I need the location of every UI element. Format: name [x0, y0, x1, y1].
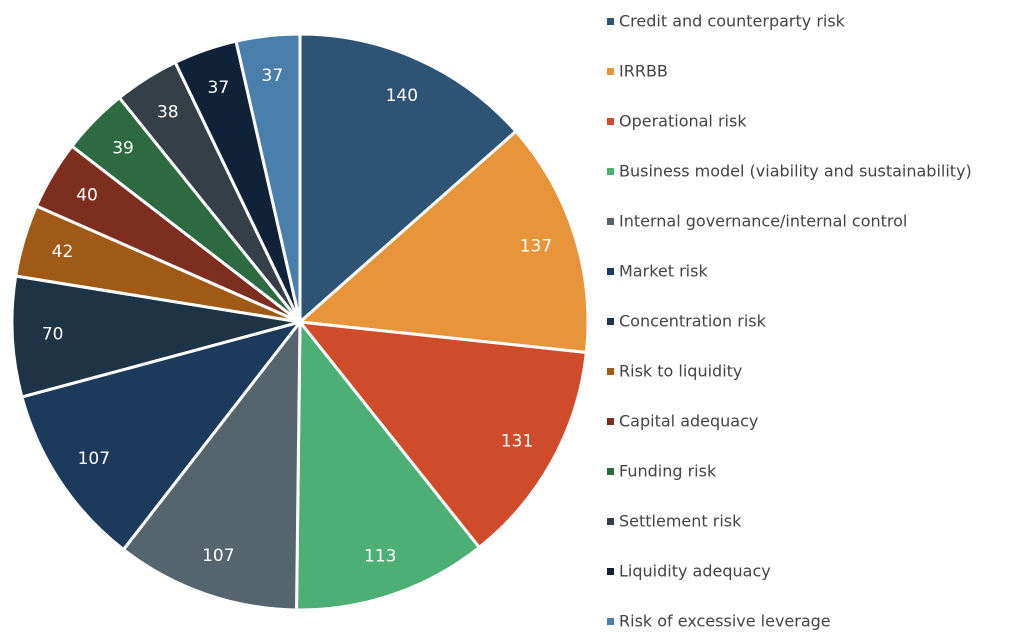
- data-label: 131: [501, 431, 533, 451]
- pie-slice: [234, 32, 302, 323]
- legend-label: Risk of excessive leverage: [619, 612, 831, 631]
- legend-label: Funding risk: [619, 462, 717, 481]
- legend-swatch: [607, 118, 614, 125]
- legend-swatch: [607, 268, 614, 275]
- data-label: 40: [76, 186, 98, 206]
- pie-slice: [10, 274, 301, 399]
- pie-slice: [296, 129, 590, 355]
- data-label: 70: [42, 325, 64, 345]
- pie-slice: [294, 317, 482, 612]
- data-label: 113: [364, 546, 396, 566]
- legend-label: Credit and counterparty risk: [619, 12, 846, 31]
- pie-slice: [298, 32, 518, 326]
- legend-swatch: [607, 168, 614, 175]
- legend-swatch: [607, 568, 614, 575]
- data-label: 38: [157, 103, 179, 123]
- legend-swatch: [607, 468, 614, 475]
- data-label: 107: [202, 546, 234, 566]
- legend-label: Settlement risk: [619, 512, 742, 531]
- data-label: 137: [520, 237, 552, 257]
- legend-label: IRRBB: [619, 62, 668, 81]
- legend-label: Concentration risk: [619, 312, 767, 331]
- data-label: 37: [262, 66, 284, 86]
- legend-swatch: [607, 418, 614, 425]
- legend-swatch: [607, 318, 614, 325]
- data-label: 37: [208, 78, 230, 98]
- data-label: 140: [386, 86, 418, 106]
- legend-label: Market risk: [619, 262, 708, 281]
- legend-label: Internal governance/internal control: [619, 212, 907, 231]
- legend-label: Operational risk: [619, 112, 747, 131]
- pie-slice: [296, 320, 589, 550]
- data-label: 39: [112, 139, 134, 159]
- legend-swatch: [607, 18, 614, 25]
- pie-slice: [121, 317, 302, 612]
- legend-swatch: [607, 68, 614, 75]
- data-label: 42: [52, 242, 74, 262]
- legend-label: Capital adequacy: [619, 412, 758, 431]
- legend-swatch: [607, 368, 614, 375]
- legend-label: Business model (viability and sustainabi…: [619, 162, 972, 181]
- legend-label: Liquidity adequacy: [619, 562, 771, 581]
- data-label: 107: [78, 449, 110, 469]
- legend-label: Risk to liquidity: [619, 362, 742, 381]
- legend-swatch: [607, 218, 614, 225]
- legend-swatch: [607, 518, 614, 525]
- legend-swatch: [607, 618, 614, 625]
